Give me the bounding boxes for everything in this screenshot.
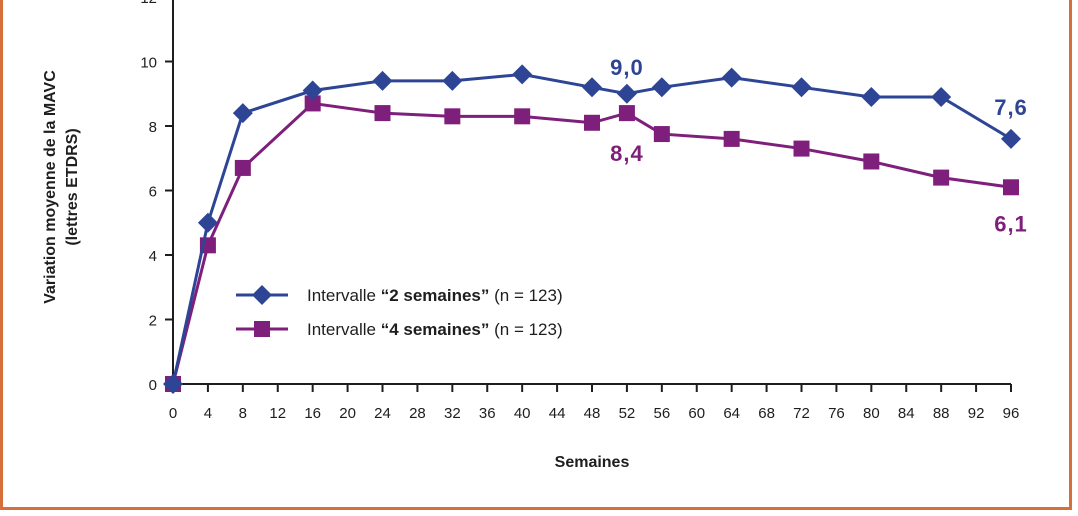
legend-entry-1: Intervalle “2 semaines” (n = 123) — [307, 286, 563, 305]
y-tick-label: 2 — [149, 313, 157, 330]
x-tick-label: 4 — [204, 405, 212, 422]
y-tick-label: 6 — [149, 184, 157, 201]
legend-entry-2: Intervalle “4 semaines” (n = 123) — [307, 320, 563, 339]
series-2-point — [723, 130, 740, 147]
y-axis-title-line: Variation moyenne de la MAVC — [42, 70, 59, 304]
series-2-point — [514, 108, 531, 125]
legend-text-part: “4 semaines” — [381, 320, 490, 339]
series-1-point — [232, 103, 253, 124]
x-tick-label: 68 — [758, 405, 775, 422]
series-1-point — [861, 86, 882, 107]
series-1-point — [931, 86, 952, 107]
series-2-point — [933, 169, 950, 186]
x-tick-label: 80 — [863, 405, 880, 422]
legend-text-part: (n = 123) — [489, 286, 562, 305]
series-2-point — [653, 126, 670, 143]
series-2-point — [793, 140, 810, 157]
series-1-point — [372, 70, 393, 91]
series-1-point — [442, 70, 463, 91]
legend-marker-2 — [254, 321, 270, 337]
series-2-point — [304, 95, 321, 112]
x-tick-label: 28 — [409, 405, 426, 422]
legend-text-part: “2 semaines” — [381, 286, 490, 305]
data-label: 9,0 — [610, 55, 644, 80]
x-axis-title: Semaines — [555, 454, 630, 471]
x-tick-label: 72 — [793, 405, 810, 422]
x-tick-label: 88 — [933, 405, 950, 422]
series-1-point — [1001, 128, 1021, 149]
series-2-point — [374, 105, 391, 122]
series-2-point — [618, 105, 635, 122]
x-tick-label: 16 — [304, 405, 321, 422]
series-1-point — [512, 64, 533, 85]
y-tick-label: 8 — [149, 119, 157, 136]
x-tick-label: 44 — [549, 405, 566, 422]
series-1-point — [197, 212, 218, 233]
series-2-point — [444, 108, 461, 125]
series-1-point — [721, 67, 742, 88]
x-tick-label: 52 — [619, 405, 636, 422]
legend-text-part: Intervalle — [307, 320, 381, 339]
data-label: 8,4 — [610, 141, 644, 166]
series-1-point — [791, 77, 812, 98]
x-tick-label: 0 — [169, 405, 177, 422]
x-tick-label: 36 — [479, 405, 496, 422]
x-tick-label: 76 — [828, 405, 845, 422]
x-tick-label: 8 — [239, 405, 247, 422]
legend-marker-1 — [252, 285, 272, 305]
series-1-point — [582, 77, 602, 98]
y-tick-label: 12 — [140, 0, 157, 7]
series-2-point — [863, 153, 880, 170]
series-1-point — [163, 374, 183, 394]
series-2-point — [584, 114, 600, 131]
x-tick-label: 32 — [444, 405, 461, 422]
data-label: 7,6 — [994, 95, 1028, 120]
y-axis-title-line: (lettres ETDRS) — [64, 128, 81, 245]
x-tick-label: 64 — [723, 405, 740, 422]
x-tick-label: 12 — [269, 405, 286, 422]
y-axis-title: Variation moyenne de la MAVC (lettres ETD… — [42, 70, 81, 304]
series-2-point — [234, 159, 251, 176]
series-1-point — [651, 77, 672, 98]
data-label: 6,1 — [994, 211, 1028, 236]
series-1-point — [302, 80, 323, 101]
x-tick-label: 40 — [514, 405, 531, 422]
series-2-line — [171, 101, 1012, 385]
legend-text-part: (n = 123) — [489, 320, 562, 339]
y-tick-label: 10 — [140, 55, 157, 72]
x-tick-label: 20 — [339, 405, 356, 422]
x-tick-label: 60 — [688, 405, 705, 422]
x-tick-label: 84 — [898, 405, 915, 422]
y-tick-label: 0 — [149, 377, 157, 394]
x-tick-label: 92 — [968, 405, 985, 422]
x-tick-label: 48 — [584, 405, 601, 422]
legend-text-part: Intervalle — [307, 286, 381, 305]
line-chart: 0246810120481216202428323640444852566064… — [42, 0, 1028, 471]
series-1-point — [616, 83, 637, 104]
x-tick-label: 96 — [1003, 405, 1020, 422]
x-tick-label: 56 — [653, 405, 670, 422]
y-tick-label: 4 — [149, 248, 157, 265]
series-2-point — [1003, 179, 1019, 196]
x-tick-label: 24 — [374, 405, 391, 422]
